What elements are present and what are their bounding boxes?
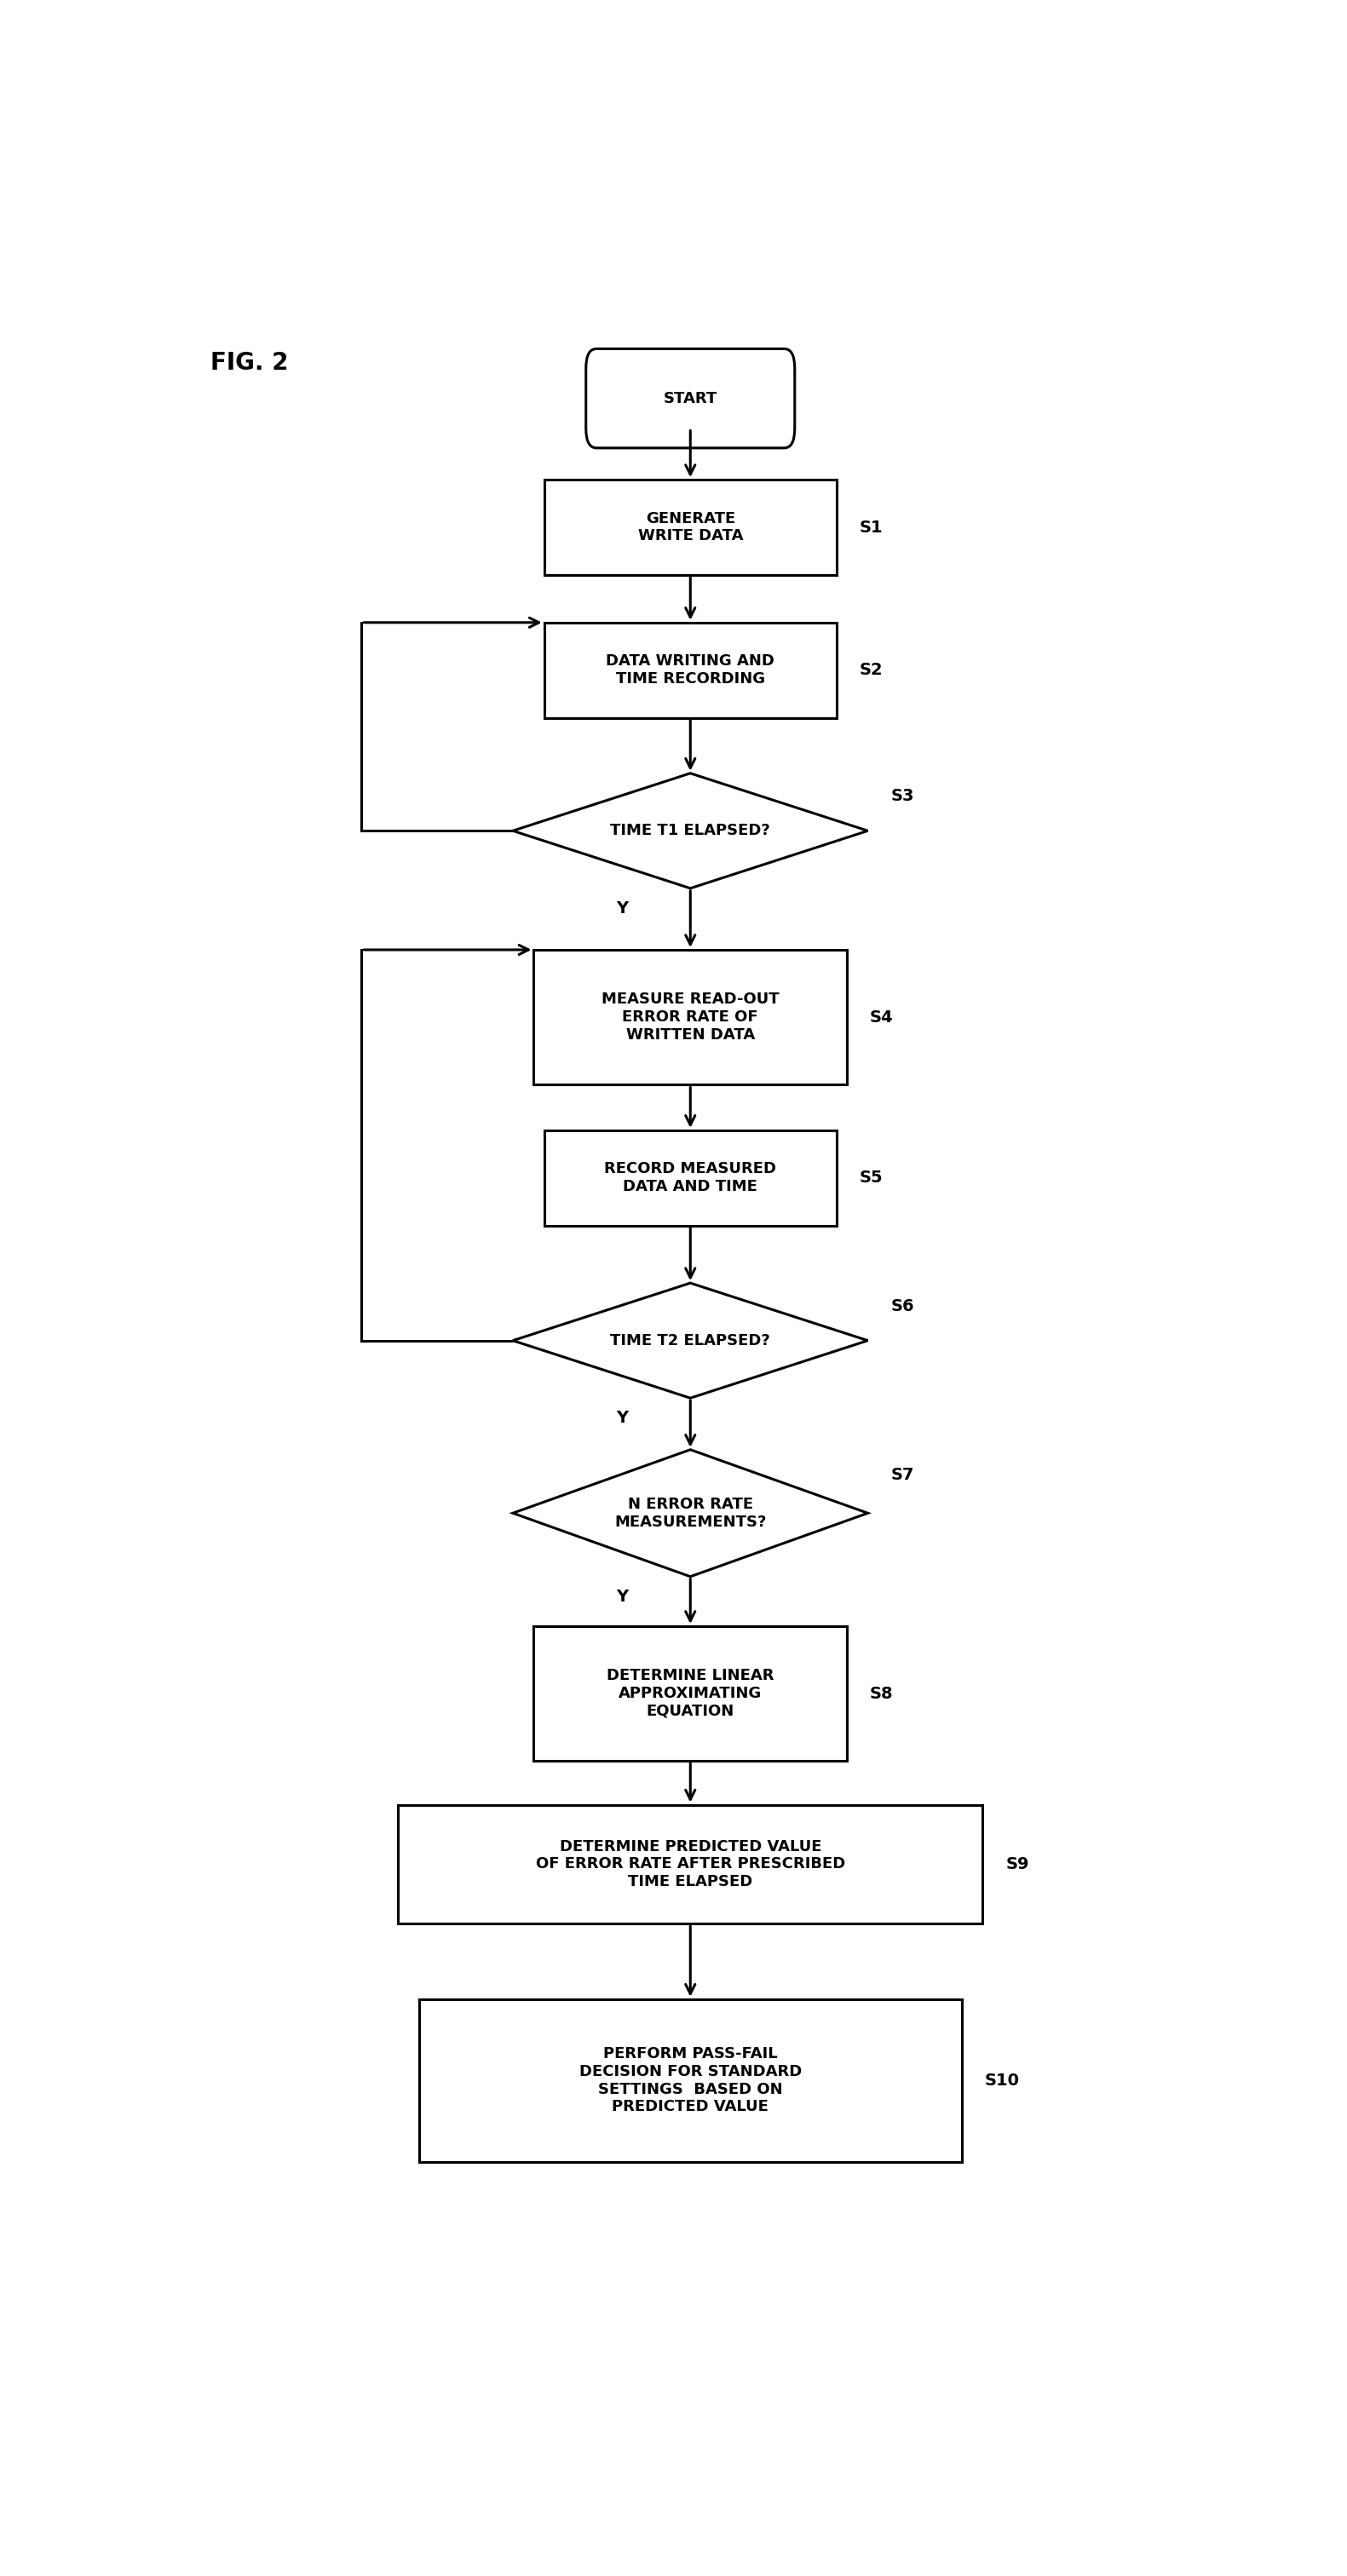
Polygon shape: [513, 1450, 867, 1577]
Text: FIG. 2: FIG. 2: [210, 350, 288, 374]
Bar: [419, 1999, 962, 2161]
Text: S2: S2: [859, 662, 884, 677]
Polygon shape: [513, 1283, 867, 1399]
Text: DATA WRITING AND
TIME RECORDING: DATA WRITING AND TIME RECORDING: [606, 654, 775, 688]
Bar: [399, 1806, 983, 1924]
Text: TIME T2 ELAPSED?: TIME T2 ELAPSED?: [610, 1332, 770, 1347]
FancyBboxPatch shape: [586, 348, 795, 448]
Text: START: START: [663, 392, 718, 407]
Bar: [544, 479, 836, 574]
Polygon shape: [513, 773, 867, 889]
Text: S3: S3: [890, 788, 915, 804]
Text: Y: Y: [617, 1589, 629, 1605]
Text: S10: S10: [985, 2071, 1020, 2089]
Text: GENERATE
WRITE DATA: GENERATE WRITE DATA: [637, 510, 744, 544]
Text: TIME T1 ELAPSED?: TIME T1 ELAPSED?: [610, 824, 770, 837]
Text: S6: S6: [890, 1298, 915, 1314]
Bar: [544, 623, 836, 719]
Text: S8: S8: [870, 1685, 893, 1703]
Text: Y: Y: [617, 899, 629, 917]
Bar: [533, 1625, 847, 1762]
Text: MEASURE READ-OUT
ERROR RATE OF
WRITTEN DATA: MEASURE READ-OUT ERROR RATE OF WRITTEN D…: [602, 992, 779, 1043]
Text: S7: S7: [890, 1466, 915, 1484]
Text: S5: S5: [859, 1170, 884, 1185]
Text: PERFORM PASS-FAIL
DECISION FOR STANDARD
SETTINGS  BASED ON
PREDICTED VALUE: PERFORM PASS-FAIL DECISION FOR STANDARD …: [579, 2045, 801, 2115]
Text: N ERROR RATE
MEASUREMENTS?: N ERROR RATE MEASUREMENTS?: [614, 1497, 766, 1530]
Text: S9: S9: [1006, 1857, 1029, 1873]
Text: Y: Y: [617, 1409, 629, 1427]
Text: DETERMINE LINEAR
APPROXIMATING
EQUATION: DETERMINE LINEAR APPROXIMATING EQUATION: [606, 1669, 775, 1718]
Text: S4: S4: [870, 1010, 893, 1025]
Bar: [544, 1131, 836, 1226]
Text: DETERMINE PREDICTED VALUE
OF ERROR RATE AFTER PRESCRIBED
TIME ELAPSED: DETERMINE PREDICTED VALUE OF ERROR RATE …: [536, 1839, 845, 1891]
Text: RECORD MEASURED
DATA AND TIME: RECORD MEASURED DATA AND TIME: [605, 1162, 776, 1195]
Bar: [533, 951, 847, 1084]
Text: S1: S1: [859, 520, 884, 536]
